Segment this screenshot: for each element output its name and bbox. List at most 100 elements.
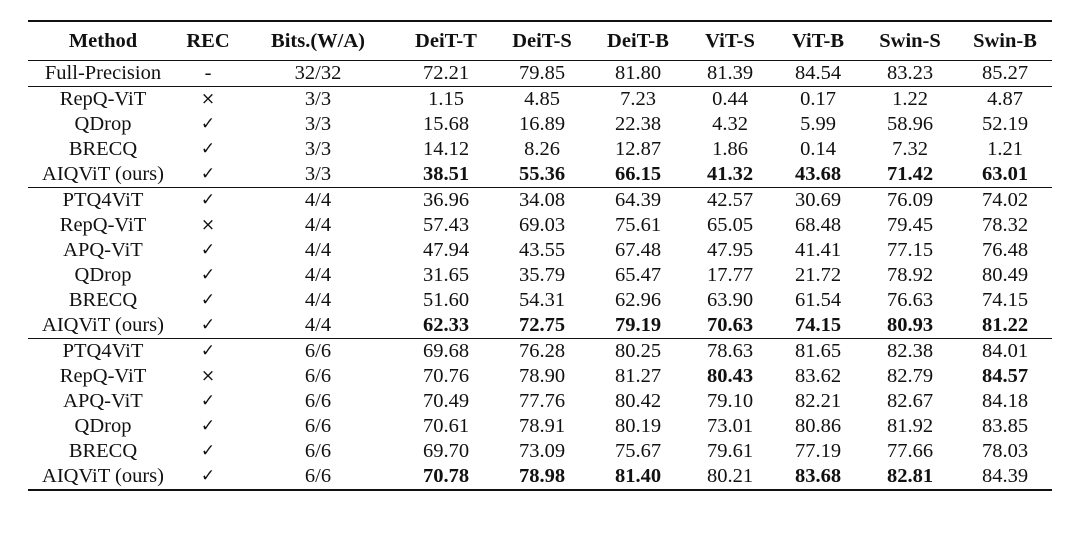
cell-vit-s: 4.32 [712,113,748,135]
cell-deit-b: 81.80 [614,62,662,84]
table-row: PTQ4ViT ✓ 4/4 36.96 34.08 64.39 42.57 30.69 76.0… [28,187,1052,213]
cell-deit-t: 70.61 [422,415,470,437]
cell-deit-t: 14.12 [422,138,470,160]
cell-deit-b: 79.19 [614,314,662,336]
cell-vit-s: 1.86 [712,138,748,160]
cell-vit-s: 78.63 [686,338,774,364]
header-row: Method REC Bits.(W/A) DeiT-T DeiT-S DeiT… [28,20,1052,61]
cell-deit-t: 69.68 [398,338,494,364]
header-deit-s: DeiT-S [494,20,590,61]
cell-deit-b: 22.38 [614,113,662,135]
cell-vit-b: 84.54 [794,62,842,84]
cell-deit-b: 7.23 [590,86,686,112]
cell-vit-b: 61.54 [794,289,842,311]
cell-method: AIQViT (ours) [42,314,164,336]
cell-deit-s: 4.85 [494,86,590,112]
cell-swin-s: 81.92 [886,415,934,437]
cell-vit-b: 41.41 [794,239,842,261]
table-row: QDrop ✓ 6/6 70.61 78.91 80.19 73.01 80.86 81.92 8… [28,414,1052,439]
cell-vit-b: 68.48 [794,214,842,236]
cell-deit-b: 64.39 [590,187,686,213]
cell-deit-t: 70.49 [422,390,470,412]
header-vit-s: ViT-S [686,20,774,61]
cell-rec: - [204,62,212,84]
cell-swin-b: 74.15 [981,289,1029,311]
header-swin-s: Swin-S [862,20,958,61]
cell-deit-s: 76.28 [494,338,590,364]
cell-swin-b: 78.03 [981,440,1029,462]
cell-vit-b: 0.14 [800,138,836,160]
cell-swin-b: 1.21 [987,138,1023,160]
cell-rec: ✓ [200,114,216,134]
cell-rec: ✓ [200,139,216,159]
cell-rec: ✓ [200,416,216,436]
cell-swin-b: 74.02 [958,187,1052,213]
cell-method: BRECQ [68,138,138,160]
cell-vit-s: 81.39 [706,62,754,84]
cell-bits: 4/4 [238,187,398,213]
cell-deit-b: 75.61 [614,214,662,236]
cell-swin-b: 52.19 [981,113,1029,135]
cell-vit-b: 81.65 [774,338,862,364]
cell-vit-b: 21.72 [794,264,842,286]
cell-swin-b: 4.87 [958,86,1052,112]
cell-method: Full-Precision [44,62,162,84]
cell-bits: 4/4 [304,214,332,236]
cell-deit-t: 1.15 [398,86,494,112]
cell-vit-b: 30.69 [774,187,862,213]
cell-swin-b: 84.01 [958,338,1052,364]
cell-method: BRECQ [68,440,138,462]
results-table: Method REC Bits.(W/A) DeiT-T DeiT-S DeiT… [28,20,1052,491]
cell-rec: × [200,215,216,235]
cell-deit-s: 79.85 [518,62,566,84]
cell-deit-t: 36.96 [398,187,494,213]
cell-swin-s: 77.15 [886,239,934,261]
cell-deit-b: 67.48 [614,239,662,261]
table-row: RepQ-ViT × 4/4 57.43 69.03 75.61 65.05 68.48 79.… [28,213,1052,238]
cell-vit-s: 79.61 [706,440,754,462]
cell-swin-s: 7.32 [892,138,928,160]
table-row: BRECQ ✓ 3/3 14.12 8.26 12.87 1.86 0.14 7.32 1.21 [28,137,1052,162]
cell-deit-b: 81.40 [590,464,686,491]
cell-deit-b: 80.42 [614,390,662,412]
cell-deit-t: 70.78 [398,464,494,491]
cell-deit-s: 72.75 [518,314,566,336]
cell-vit-s: 79.10 [706,390,754,412]
table-row: APQ-ViT ✓ 6/6 70.49 77.76 80.42 79.10 82.21 82.6… [28,389,1052,414]
cell-swin-s: 83.23 [886,62,934,84]
cell-vit-s: 17.77 [706,264,754,286]
cell-bits: 3/3 [304,163,332,185]
table-row: PTQ4ViT ✓ 6/6 69.68 76.28 80.25 78.63 81.65 82.3… [28,338,1052,364]
cell-swin-b: 83.85 [981,415,1029,437]
cell-swin-s: 82.38 [862,338,958,364]
table-header: Method REC Bits.(W/A) DeiT-T DeiT-S DeiT… [28,20,1052,61]
cell-deit-s: 34.08 [494,187,590,213]
cell-vit-s: 73.01 [706,415,754,437]
cell-method: AIQViT (ours) [42,163,164,185]
cell-method: PTQ4ViT [28,187,178,213]
cell-bits: 4/4 [304,289,332,311]
cell-deit-s: 35.79 [518,264,566,286]
cell-vit-s: 65.05 [706,214,754,236]
cell-bits: 32/32 [294,62,342,84]
table-row: AIQViT (ours) ✓ 6/6 70.78 78.98 81.40 80.21 83.… [28,464,1052,491]
cell-vit-b: 77.19 [794,440,842,462]
cell-method: RepQ-ViT [28,86,178,112]
cell-deit-t: 70.76 [422,365,470,387]
cell-rec: ✓ [200,265,216,285]
cell-bits: 3/3 [304,138,332,160]
table-row: Full-Precision - 32/32 72.21 79.85 81.80 81.39… [28,61,1052,87]
cell-swin-s: 82.67 [886,390,934,412]
cell-deit-b: 80.25 [590,338,686,364]
cell-vit-b: 0.17 [774,86,862,112]
cell-rec: ✓ [200,315,216,335]
header-deit-b: DeiT-B [590,20,686,61]
cell-rec: ✓ [200,290,216,310]
table-body: Full-Precision - 32/32 72.21 79.85 81.80 81.39… [28,61,1052,491]
header-method: Method [28,20,178,61]
cell-vit-s: 70.63 [706,314,754,336]
cell-vit-b: 80.86 [794,415,842,437]
cell-deit-t: 72.21 [422,62,470,84]
cell-deit-t: 57.43 [422,214,470,236]
cell-deit-t: 15.68 [422,113,470,135]
